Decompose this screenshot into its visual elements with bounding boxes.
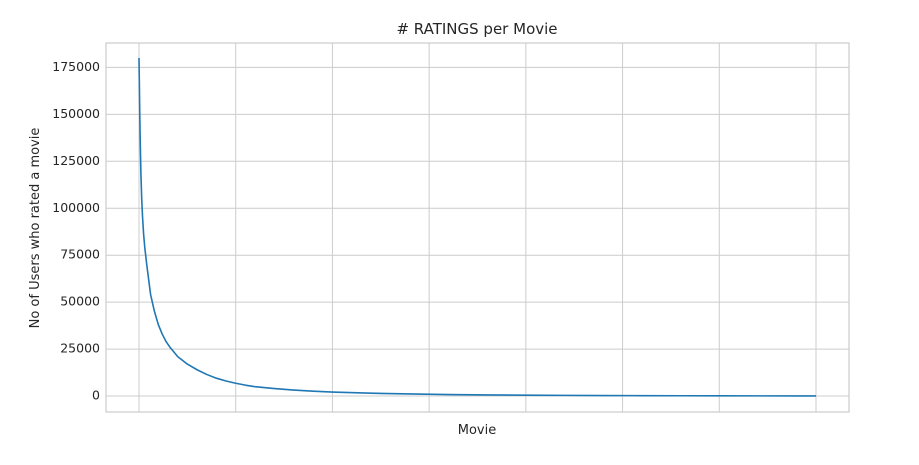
x-axis-label: Movie xyxy=(458,423,496,438)
chart-title: # RATINGS per Movie xyxy=(396,20,557,38)
y-axis-label: No of Users who rated a movie xyxy=(28,128,43,329)
x-grid xyxy=(138,43,817,412)
y-tick-label: 25000 xyxy=(60,341,100,356)
y-tick-label: 0 xyxy=(92,388,100,403)
y-grid xyxy=(106,66,849,397)
y-tick-labels: 0 25000 50000 75000 100000 125000 150000 175000 xyxy=(52,59,100,403)
y-tick-label: 50000 xyxy=(60,294,100,309)
y-tick-label: 75000 xyxy=(60,247,100,262)
series-line xyxy=(138,58,817,397)
y-tick-label: 125000 xyxy=(52,153,100,168)
y-tick-label: 150000 xyxy=(52,106,100,121)
plot-frame xyxy=(105,42,850,413)
y-tick-label: 175000 xyxy=(52,59,100,74)
y-tick-label: 100000 xyxy=(52,200,100,215)
